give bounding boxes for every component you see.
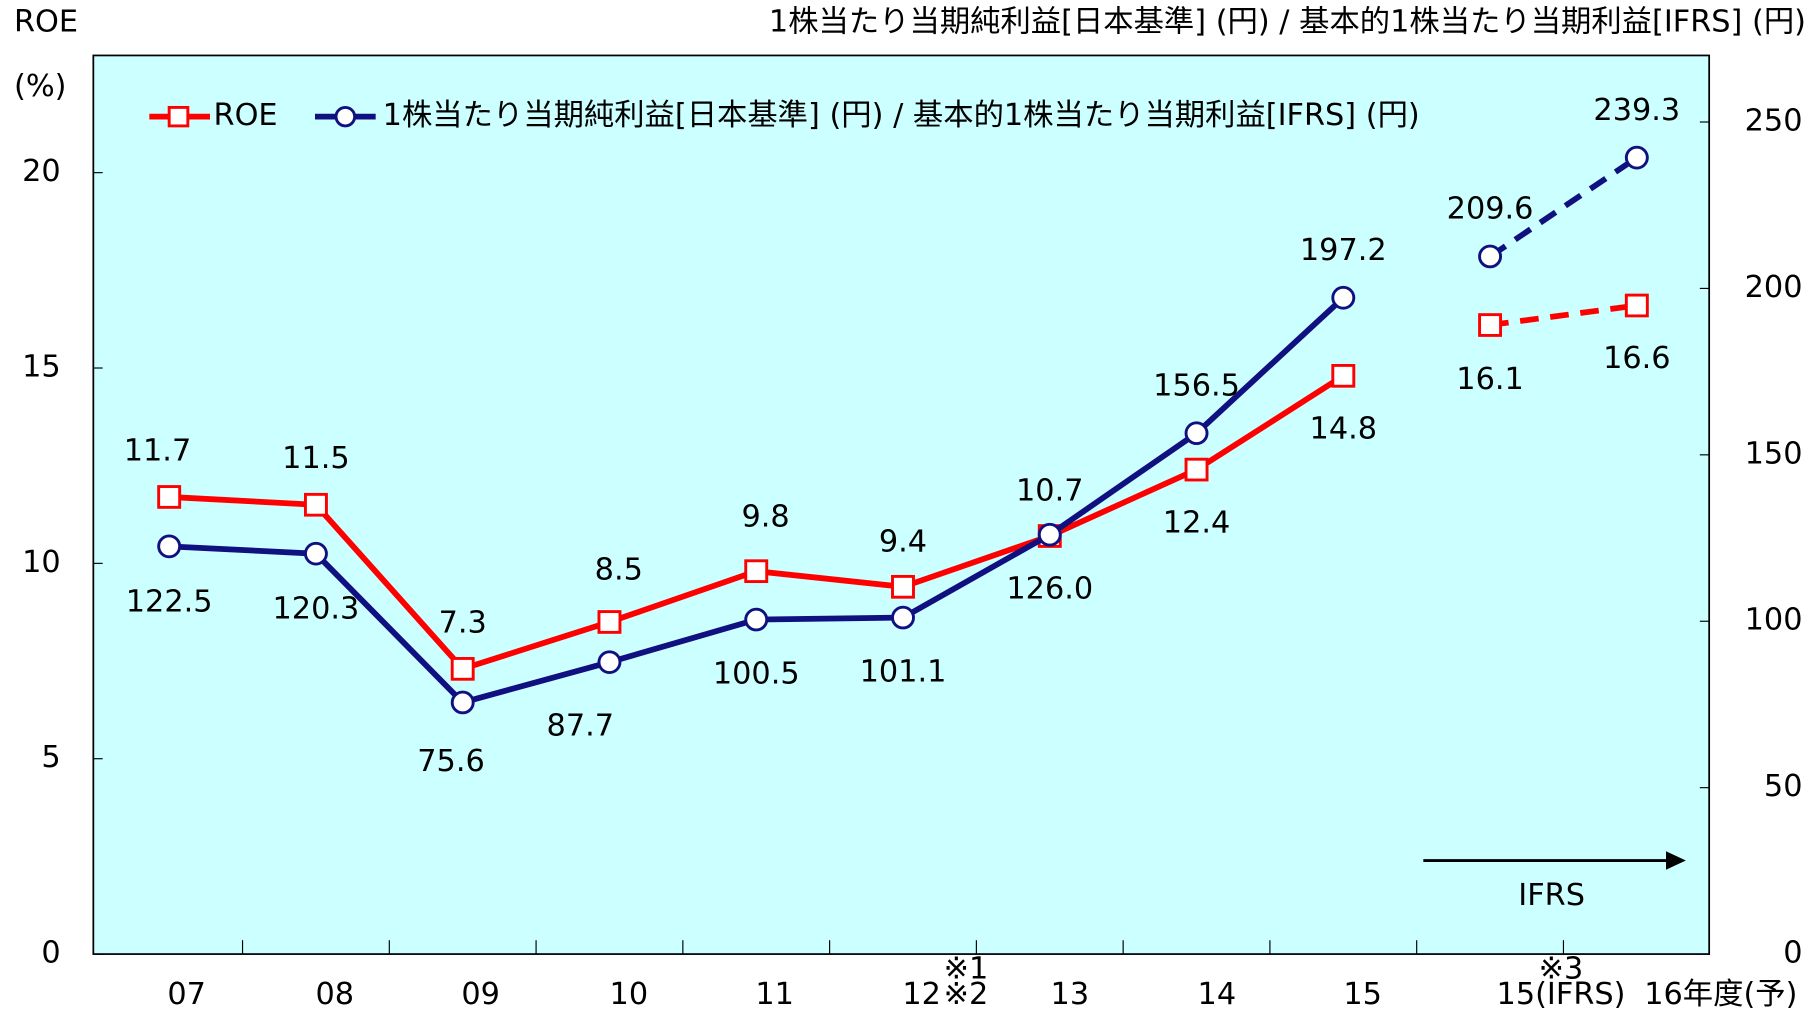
- marker: [303, 492, 328, 517]
- data-label: 16.1: [1456, 362, 1524, 397]
- marker: [597, 650, 622, 675]
- data-label: 100.5: [713, 657, 800, 692]
- data-label: 197.2: [1300, 233, 1387, 268]
- legend-label: ROE: [214, 98, 278, 133]
- y-tick-label: 0: [41, 936, 60, 971]
- x-tick-label: 10: [610, 977, 649, 1012]
- data-label: 75.6: [417, 744, 485, 779]
- data-label: 7.3: [439, 605, 487, 640]
- marker: [597, 610, 622, 634]
- annotation: ※1: [944, 952, 989, 987]
- data-label: 122.5: [126, 585, 213, 620]
- x-tick-label: 13: [1051, 977, 1090, 1012]
- x-tick-label: 16年度(予): [1644, 977, 1797, 1012]
- arrow-head: [1666, 851, 1686, 870]
- data-label: 101.1: [860, 655, 947, 690]
- marker: [1478, 244, 1503, 269]
- x-tick-label: 07: [167, 977, 206, 1012]
- y2-tick-label: 150: [1745, 436, 1803, 471]
- marker: [1478, 313, 1503, 337]
- marker: [1184, 421, 1209, 446]
- y-axis-unit: (%): [14, 69, 66, 104]
- x-tick-label: 12: [902, 977, 941, 1012]
- marker: [744, 559, 769, 584]
- data-label: 12.4: [1163, 505, 1231, 540]
- marker: [157, 485, 182, 509]
- marker: [744, 607, 769, 632]
- data-label: 9.4: [879, 525, 927, 560]
- x-tick-label: 11: [755, 977, 794, 1012]
- data-label: 9.8: [741, 500, 789, 535]
- y-tick-label: 10: [22, 545, 61, 580]
- annotation: ※2: [944, 977, 989, 1012]
- annotation: IFRS: [1518, 878, 1585, 913]
- marker: [450, 657, 475, 681]
- marker: [1331, 363, 1356, 388]
- marker: [157, 534, 182, 559]
- data-label: 16.6: [1603, 341, 1671, 376]
- y2-tick-label: 100: [1745, 603, 1803, 638]
- marker: [450, 690, 475, 715]
- data-label: 14.8: [1310, 412, 1378, 447]
- data-label: 126.0: [1006, 572, 1093, 607]
- y2-tick-label: 250: [1745, 104, 1803, 139]
- legend-marker: [167, 105, 190, 128]
- series-line: [1489, 302, 1638, 328]
- data-label: 239.3: [1593, 93, 1680, 128]
- data-label: 11.5: [282, 441, 350, 476]
- marker: [1037, 522, 1062, 547]
- data-label: 209.6: [1447, 192, 1534, 227]
- data-label: 10.7: [1016, 474, 1084, 509]
- data-label: 120.3: [273, 592, 360, 627]
- y-axis-label: ROE: [14, 5, 78, 40]
- x-tick-label: 08: [316, 977, 355, 1012]
- data-label: 87.7: [547, 708, 615, 743]
- x-tick-label: 15: [1343, 977, 1382, 1012]
- data-label: 156.5: [1153, 369, 1240, 404]
- marker: [1624, 145, 1649, 170]
- marker: [891, 605, 915, 630]
- marker: [1184, 457, 1209, 482]
- marker: [1331, 285, 1356, 310]
- y-tick-label: 5: [41, 740, 60, 775]
- legend-label: 1株当たり当期純利益[日本基準] (円) / 基本的1株当たり当期利益[IFRS…: [383, 98, 1420, 133]
- x-tick-label: 14: [1198, 977, 1237, 1012]
- marker: [891, 574, 915, 599]
- data-label: 8.5: [595, 553, 643, 588]
- x-tick-label: 15(IFRS): [1497, 977, 1626, 1012]
- marker: [1624, 293, 1649, 318]
- x-tick-label: 09: [461, 977, 500, 1012]
- y2-axis-label: 1株当たり当期純利益[日本基準] (円) / 基本的1株当たり当期利益[IFRS…: [769, 5, 1806, 40]
- marker: [303, 541, 328, 566]
- annotation: ※3: [1539, 952, 1584, 987]
- y2-tick-label: 200: [1745, 270, 1803, 305]
- y-tick-label: 20: [22, 154, 61, 189]
- y-tick-label: 15: [22, 350, 61, 385]
- y2-tick-label: 0: [1783, 936, 1802, 971]
- data-label: 11.7: [124, 433, 192, 468]
- y2-tick-label: 50: [1764, 769, 1803, 804]
- plot-area: [92, 54, 1711, 955]
- legend-marker: [334, 105, 357, 128]
